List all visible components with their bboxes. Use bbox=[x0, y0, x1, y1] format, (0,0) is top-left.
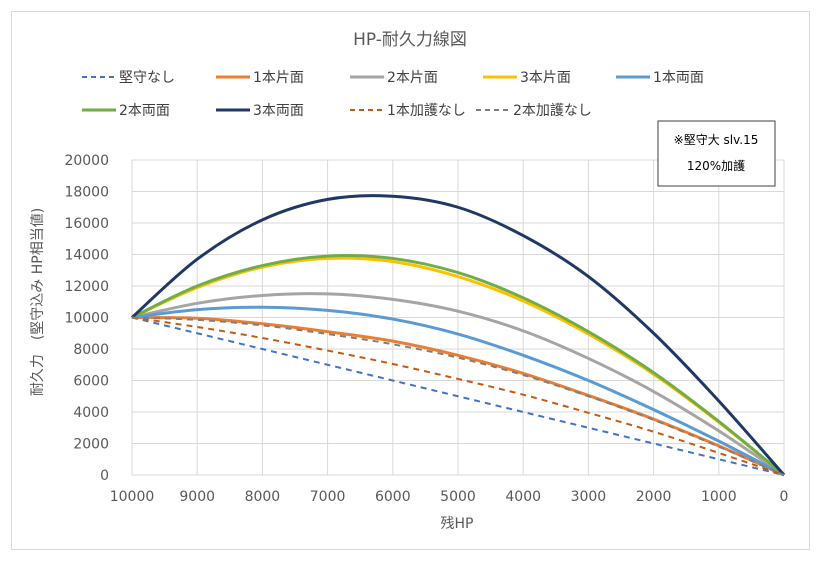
x-tick-label: 2000 bbox=[636, 489, 672, 505]
x-tick-label: 10000 bbox=[110, 489, 155, 505]
legend-label: 3本片面 bbox=[520, 70, 571, 86]
y-tick-labels: 0 2000 4000 6000 8000 10000 12000 14000 16000 180… bbox=[64, 153, 109, 484]
legend-label: 堅守なし bbox=[119, 70, 175, 86]
x-tick-labels: 10000 9000 8000 7000 6000 5000 4000 3000 2000 100… bbox=[110, 489, 789, 505]
legend-item: 2本片面 bbox=[350, 70, 438, 86]
annotation-border bbox=[657, 120, 776, 187]
annotation-line-1: ※堅守大 slv.15 bbox=[674, 133, 759, 147]
legend-label: 2本加護なし bbox=[513, 103, 592, 119]
legend: 堅守なし 1本片面 2本片面 3本片面 1本両面 2本両面 3本両面 1本加護なし 2本加護なし bbox=[82, 70, 704, 119]
legend-label: 2本片面 bbox=[387, 70, 438, 86]
series-line-8 bbox=[131, 316, 785, 476]
y-tick-label: 12000 bbox=[64, 279, 109, 295]
legend-item: 2本加護なし bbox=[476, 103, 592, 119]
x-tick-label: 9000 bbox=[179, 489, 215, 505]
legend-item: 3本両面 bbox=[216, 103, 304, 119]
chart-title: HP-耐久力線図 bbox=[353, 30, 467, 50]
chart-frame: HP-耐久力線図 堅守なし 1本片面 2本片面 3本片面 1本両面 2本両面 3本両面 1本加… bbox=[11, 11, 810, 550]
series-line-7 bbox=[131, 194, 786, 476]
x-tick-label: 5000 bbox=[440, 489, 476, 505]
legend-item: 1本両面 bbox=[616, 70, 704, 86]
legend-label: 1本片面 bbox=[253, 70, 304, 86]
x-tick-label: 6000 bbox=[375, 489, 411, 505]
legend-label: 2本両面 bbox=[119, 103, 170, 119]
y-tick-label: 2000 bbox=[73, 437, 109, 453]
series-lines bbox=[131, 194, 786, 477]
gridlines bbox=[131, 159, 785, 476]
legend-label: 1本両面 bbox=[653, 70, 704, 86]
series-line-9 bbox=[131, 316, 785, 476]
y-tick-label: 16000 bbox=[64, 216, 109, 232]
legend-label: 3本両面 bbox=[253, 103, 304, 119]
y-tick-label: 0 bbox=[100, 468, 109, 484]
x-axis-title: 残HP bbox=[441, 516, 474, 532]
y-tick-label: 4000 bbox=[73, 405, 109, 421]
y-tick-label: 20000 bbox=[64, 153, 109, 169]
legend-label: 1本加護なし bbox=[387, 103, 466, 119]
legend-item: 2本両面 bbox=[82, 103, 170, 119]
y-tick-label: 18000 bbox=[64, 185, 109, 201]
series-line-5 bbox=[131, 305, 785, 477]
x-tick-label: 3000 bbox=[571, 489, 607, 505]
series-line-6 bbox=[131, 254, 785, 477]
y-tick-label: 8000 bbox=[73, 342, 109, 358]
x-tick-label: 0 bbox=[780, 489, 789, 505]
x-tick-label: 1000 bbox=[701, 489, 737, 505]
y-axis-title: 耐久力 (堅守込み HP相当値) bbox=[30, 208, 46, 396]
legend-item: 3本片面 bbox=[483, 70, 571, 86]
hp-durability-chart: HP-耐久力線図 堅守なし 1本片面 2本片面 3本片面 1本両面 2本両面 3本両面 1本加… bbox=[30, 30, 789, 532]
y-tick-label: 10000 bbox=[64, 311, 109, 327]
annotation-box: ※堅守大 slv.15 120%加護 bbox=[657, 120, 776, 187]
series-line-3 bbox=[131, 292, 785, 477]
y-tick-label: 6000 bbox=[73, 374, 109, 390]
legend-item: 1本片面 bbox=[216, 70, 304, 86]
legend-item: 1本加護なし bbox=[350, 103, 466, 119]
x-tick-label: 7000 bbox=[310, 489, 346, 505]
y-tick-label: 14000 bbox=[64, 248, 109, 264]
legend-item: 堅守なし bbox=[82, 70, 175, 86]
x-tick-label: 8000 bbox=[245, 489, 281, 505]
series-line-1 bbox=[131, 316, 785, 476]
x-tick-label: 4000 bbox=[505, 489, 541, 505]
annotation-line-2: 120%加護 bbox=[687, 158, 745, 173]
